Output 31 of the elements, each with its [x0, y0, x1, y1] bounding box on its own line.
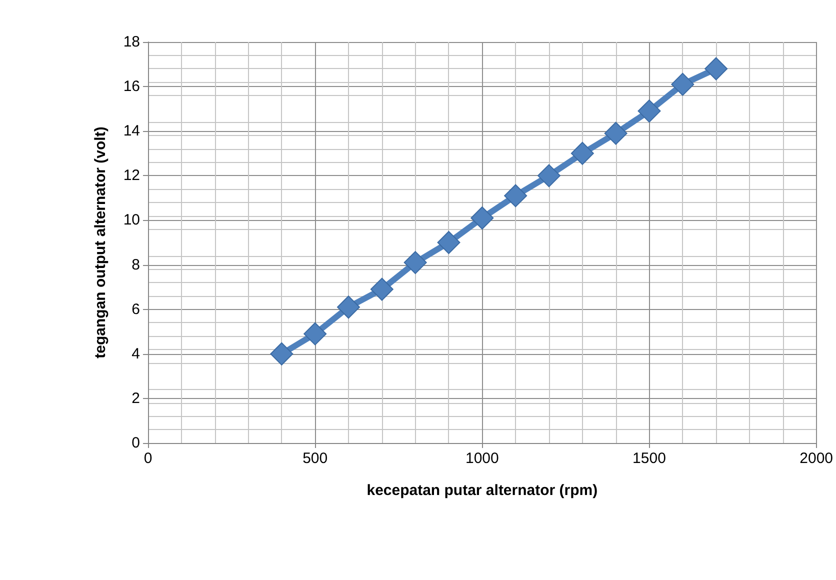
y-tick-label: 12 — [123, 167, 140, 184]
point — [570, 142, 594, 165]
y-tick-label: 8 — [132, 256, 140, 274]
x-tick-label: 1500 — [632, 450, 666, 467]
y-tick-label: 0 — [132, 434, 140, 452]
y-tick-label: 10 — [123, 212, 140, 229]
point — [504, 184, 528, 208]
x-tick-label: 2000 — [800, 450, 834, 467]
y-tick-label: 6 — [132, 300, 140, 318]
point — [704, 57, 728, 80]
y-tick-label: 18 — [123, 34, 140, 50]
point — [604, 122, 628, 145]
point — [304, 322, 327, 346]
y-tick-label: 14 — [123, 122, 140, 140]
point — [336, 296, 360, 319]
x-tick-label: 0 — [144, 450, 152, 467]
point — [537, 164, 560, 188]
x-axis-title: kecepatan putar alternator (rpm) — [366, 482, 598, 499]
point — [437, 231, 460, 254]
point — [470, 206, 494, 230]
y-tick-label: 2 — [132, 390, 140, 407]
point — [671, 72, 694, 96]
point — [370, 278, 394, 301]
point — [270, 342, 294, 366]
x-tick-label: 1000 — [465, 450, 499, 467]
point — [404, 251, 427, 274]
y-tick-label: 4 — [132, 345, 140, 362]
x-tick-label: 500 — [302, 450, 328, 467]
point — [638, 100, 661, 123]
y-axis-title: tegangan output alternator (volt) — [92, 126, 109, 358]
y-tick-label: 16 — [123, 78, 140, 96]
